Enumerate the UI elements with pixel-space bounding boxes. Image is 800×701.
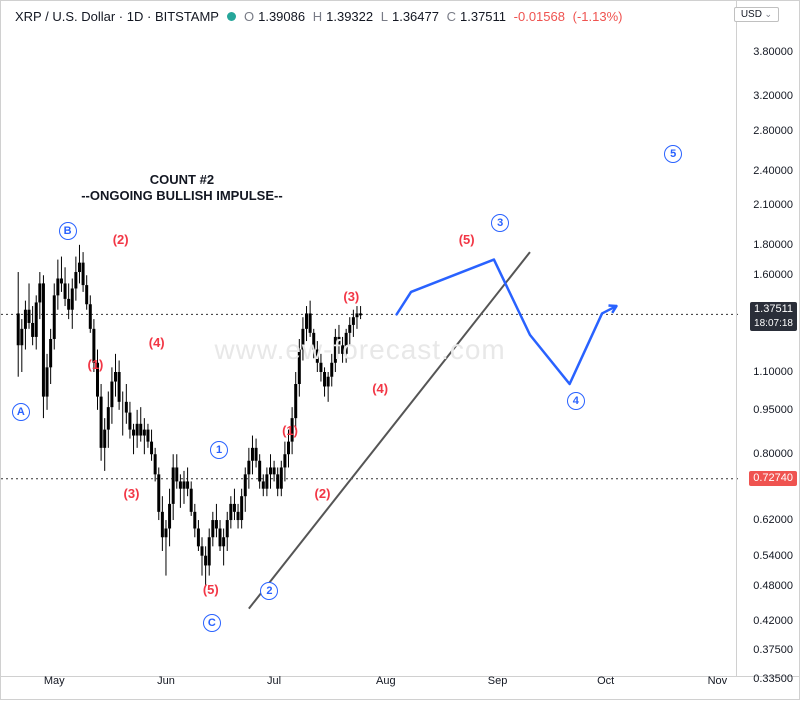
wave-label: (2) bbox=[113, 232, 129, 247]
wave-label: C bbox=[203, 614, 221, 632]
wave-label: 4 bbox=[567, 392, 585, 410]
y-tick-label: 0.62000 bbox=[753, 514, 793, 526]
wave-label: 5 bbox=[664, 145, 682, 163]
y-tick-label: 0.80000 bbox=[753, 448, 793, 460]
x-tick-label: Aug bbox=[376, 675, 396, 687]
wave-label: 1 bbox=[210, 441, 228, 459]
y-axis-labels: 3.80000 3.20000 2.80000 2.40000 2.10000 1.800… bbox=[739, 1, 795, 661]
y-tick-label: 2.80000 bbox=[753, 125, 793, 137]
wave-label: (1) bbox=[87, 357, 103, 372]
x-tick-label: Jun bbox=[157, 675, 175, 687]
live-dot-icon bbox=[227, 12, 236, 21]
wave-label: (5) bbox=[459, 232, 475, 247]
wave-label: (3) bbox=[124, 486, 140, 501]
y-tick-label: 2.10000 bbox=[753, 199, 793, 211]
circled-wave-icon: C bbox=[203, 614, 221, 632]
y-tick-label: 1.80000 bbox=[753, 239, 793, 251]
y-tick-label: 0.37500 bbox=[753, 644, 793, 656]
y-tick-label: 0.54000 bbox=[753, 550, 793, 562]
wave-label: 3 bbox=[491, 214, 509, 232]
y-tick-label: 0.42000 bbox=[753, 615, 793, 627]
circled-wave-icon: 4 bbox=[567, 392, 585, 410]
wave-label: (3) bbox=[343, 289, 359, 304]
wave-label: B bbox=[59, 222, 77, 240]
wave-label: (4) bbox=[372, 381, 388, 396]
price-tag: 0.72740 bbox=[749, 471, 797, 486]
y-tick-label: 2.40000 bbox=[753, 165, 793, 177]
currency-select[interactable]: USD bbox=[734, 7, 779, 22]
wave-label: (1) bbox=[282, 423, 298, 438]
circled-wave-icon: A bbox=[12, 403, 30, 421]
circled-wave-icon: 3 bbox=[491, 214, 509, 232]
wave-label: (5) bbox=[203, 582, 219, 597]
y-tick-label: 1.60000 bbox=[753, 269, 793, 281]
y-tick-label: 1.10000 bbox=[753, 366, 793, 378]
x-tick-label: May bbox=[44, 675, 65, 687]
y-tick-label: 3.20000 bbox=[753, 90, 793, 102]
wave-label: (2) bbox=[315, 486, 331, 501]
axis-separator-vertical bbox=[736, 1, 737, 677]
chart-header: XRP / U.S. Dollar · 1D · BITSTAMP O1.390… bbox=[15, 9, 626, 24]
x-axis-labels: May Jun Jul Aug Sep Oct Nov bbox=[1, 675, 731, 693]
y-tick-label: 3.80000 bbox=[753, 46, 793, 58]
wave-label: A bbox=[12, 403, 30, 421]
x-tick-label: Nov bbox=[708, 675, 728, 687]
wave-label: (4) bbox=[149, 335, 165, 350]
x-tick-label: Oct bbox=[597, 675, 614, 687]
chart-title-annotation: COUNT #2--ONGOING BULLISH IMPULSE-- bbox=[81, 172, 283, 206]
circled-wave-icon: B bbox=[59, 222, 77, 240]
symbol-title: XRP / U.S. Dollar · 1D · BITSTAMP bbox=[15, 9, 219, 24]
circled-wave-icon: 5 bbox=[664, 145, 682, 163]
wave-label: 2 bbox=[260, 582, 278, 600]
ohlc-readout: O1.39086 H1.39322 L1.36477 C1.37511 -0.0… bbox=[244, 9, 626, 24]
y-tick-label: 0.95000 bbox=[753, 404, 793, 416]
x-tick-label: Jul bbox=[267, 675, 281, 687]
price-tag: 1.3751118:07:18 bbox=[750, 302, 797, 330]
y-tick-label: 0.33500 bbox=[753, 673, 793, 685]
circled-wave-icon: 1 bbox=[210, 441, 228, 459]
circled-wave-icon: 2 bbox=[260, 582, 278, 600]
y-tick-label: 0.48000 bbox=[753, 580, 793, 592]
price-chart[interactable] bbox=[1, 1, 800, 701]
x-tick-label: Sep bbox=[488, 675, 508, 687]
